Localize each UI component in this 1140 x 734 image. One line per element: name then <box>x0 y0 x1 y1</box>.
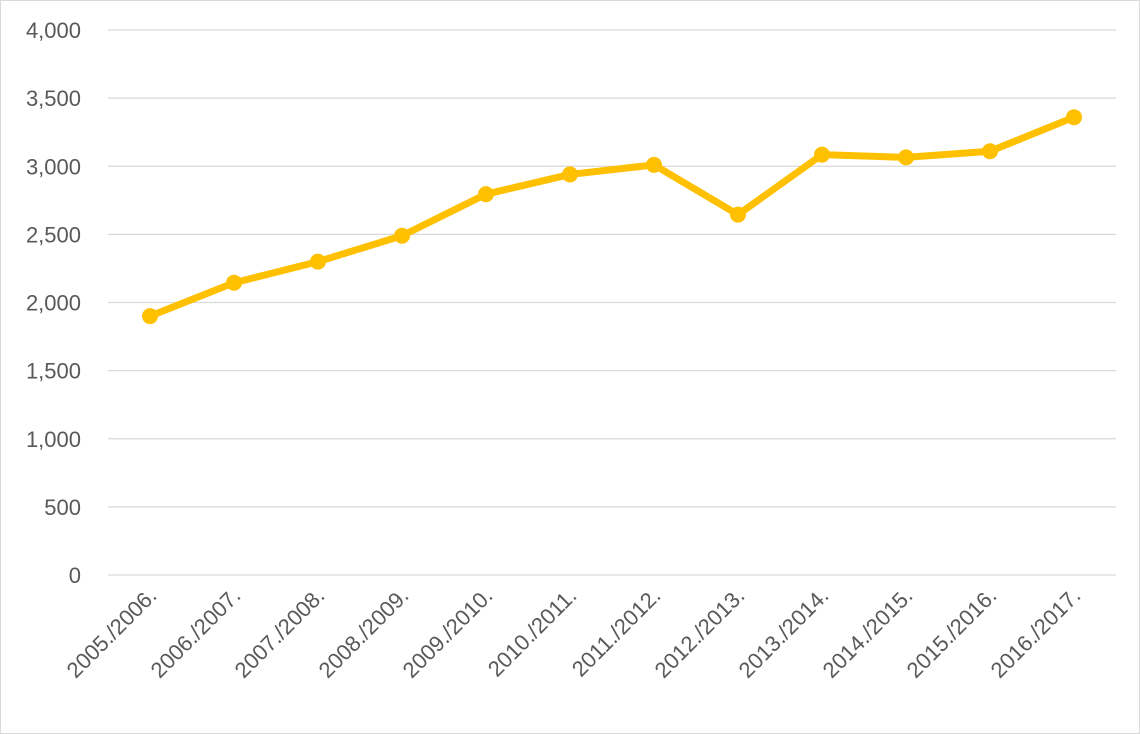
y-tick-label: 0 <box>69 563 81 588</box>
y-tick-label: 4,000 <box>26 18 81 43</box>
data-point <box>898 149 914 166</box>
data-point <box>394 227 410 244</box>
x-axis-ticks: 2005./2006.2006./2007.2007./2008.2008./2… <box>62 583 1086 683</box>
data-point <box>310 253 326 270</box>
x-tick-label: 2009./2010. <box>398 583 498 683</box>
y-tick-label: 3,000 <box>26 154 81 179</box>
y-tick-label: 3,500 <box>26 86 81 111</box>
data-point <box>730 206 746 223</box>
x-tick-label: 2013./2014. <box>734 583 834 683</box>
y-tick-label: 1,000 <box>26 427 81 452</box>
data-point <box>478 186 494 203</box>
x-tick-label: 2006./2007. <box>146 583 246 683</box>
x-tick-label: 2014./2015. <box>818 583 918 683</box>
data-point <box>814 146 830 163</box>
x-tick-label: 2016./2017. <box>986 583 1086 683</box>
data-point <box>646 156 662 173</box>
x-tick-label: 2012./2013. <box>650 583 750 683</box>
y-tick-label: 500 <box>44 495 81 520</box>
series-line <box>146 113 1078 320</box>
x-tick-label: 2010./2011. <box>483 583 582 682</box>
x-tick-label: 2007./2008. <box>230 583 330 683</box>
data-point <box>226 274 242 291</box>
y-tick-label: 2,500 <box>26 222 81 247</box>
data-point <box>1066 109 1082 126</box>
series-line-0 <box>146 113 1078 320</box>
y-axis-ticks: 0 500 1,000 1,500 2,000 2,500 3,000 3,500 4,000 <box>26 18 81 588</box>
x-tick-label: 2008./2009. <box>314 583 414 683</box>
x-tick-label: 2015./2016. <box>902 583 1002 683</box>
data-point <box>982 143 998 160</box>
data-points <box>142 109 1082 325</box>
data-point <box>142 308 158 325</box>
x-tick-label: 2005./2006. <box>62 583 162 683</box>
y-tick-label: 1,500 <box>26 359 81 384</box>
y-tick-label: 2,000 <box>26 291 81 316</box>
gridlines <box>108 29 1116 576</box>
data-point <box>562 166 578 183</box>
